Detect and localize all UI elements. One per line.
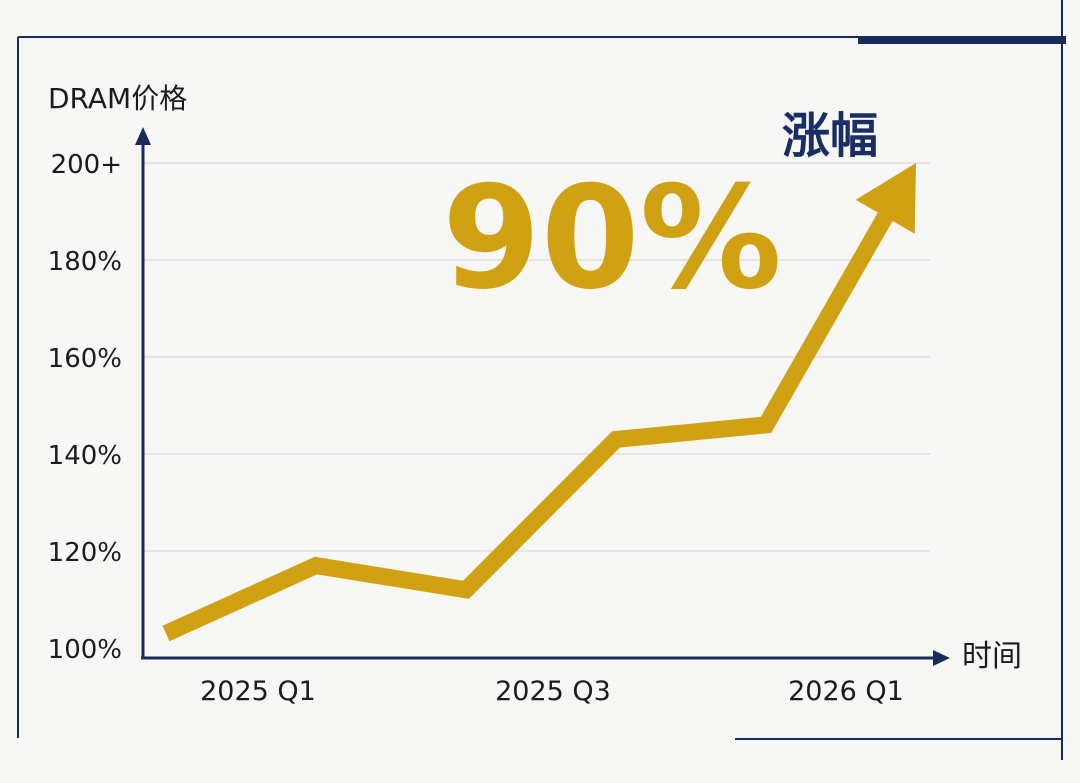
- y-tick-label: 100%: [48, 635, 122, 665]
- x-tick-labels: 2025 Q1 2025 Q3 2026 Q1: [200, 676, 904, 707]
- y-tick-label: 160%: [48, 344, 122, 374]
- growth-label: 涨幅: [782, 108, 878, 164]
- y-axis-label: DRAM价格: [48, 82, 187, 115]
- x-tick-label: 2025 Q1: [200, 676, 316, 707]
- y-tick-label: 180%: [48, 247, 122, 277]
- x-tick-label: 2026 Q1: [788, 676, 904, 707]
- x-axis-label: 时间: [962, 639, 1022, 674]
- y-tick-label: 120%: [48, 538, 122, 568]
- axes: [135, 127, 950, 666]
- x-tick-label: 2025 Q3: [495, 676, 611, 707]
- y-tick-labels: 100% 120% 140% 160% 180% 200+: [48, 150, 122, 665]
- trend-arrowhead-icon: [855, 163, 916, 234]
- x-axis-arrow-icon: [933, 650, 950, 666]
- growth-percentage-value: 90%: [442, 156, 782, 321]
- y-tick-label: 140%: [48, 441, 122, 471]
- y-tick-label: 200+: [51, 150, 122, 180]
- grid-lines: [143, 162, 930, 552]
- y-axis-arrow-icon: [135, 127, 151, 145]
- series-line: [162, 163, 916, 642]
- price-trend-line: [162, 209, 895, 642]
